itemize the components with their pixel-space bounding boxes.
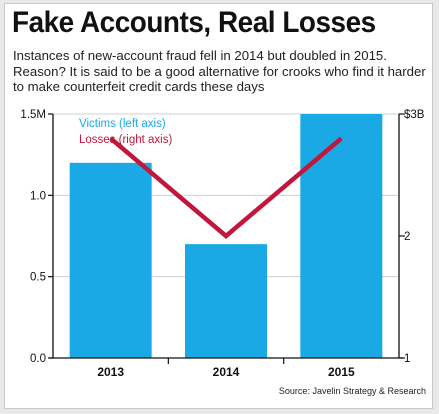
chart-subtitle: Instances of new-account fraud fell in 2…	[13, 48, 426, 94]
bar-2013	[69, 162, 152, 358]
chart-card: Fake Accounts, Real Losses Instances of …	[4, 3, 433, 409]
left-axis-tick-label: 0.0	[30, 353, 46, 365]
right-axis-tick-label: 1	[404, 353, 410, 365]
bar-2015	[300, 114, 383, 358]
bar-2014	[185, 244, 267, 358]
x-axis-label-2013: 2013	[97, 365, 124, 379]
bar-line-chart: 1.5M 1.0 0.5 0.0 $3B 2 1 2013 2014 2015 Victims (l…	[20, 109, 425, 379]
legend-losses: Losses (right axis)	[79, 134, 172, 146]
left-axis-tick-label: 1.0	[30, 190, 46, 202]
x-axis-label-2015: 2015	[328, 365, 355, 379]
right-axis-tick-label: 2	[404, 231, 410, 243]
left-axis-tick-label: 0.5	[30, 272, 46, 284]
source-note: Source: Javelin Strategy & Research	[278, 386, 426, 396]
left-axis-tick-label: 1.5M	[20, 109, 46, 121]
right-axis-tick-label: $3B	[404, 109, 425, 121]
chart-title: Fake Accounts, Real Losses	[12, 6, 376, 39]
x-axis-label-2014: 2014	[213, 365, 240, 379]
legend-victims: Victims (left axis)	[79, 118, 166, 130]
